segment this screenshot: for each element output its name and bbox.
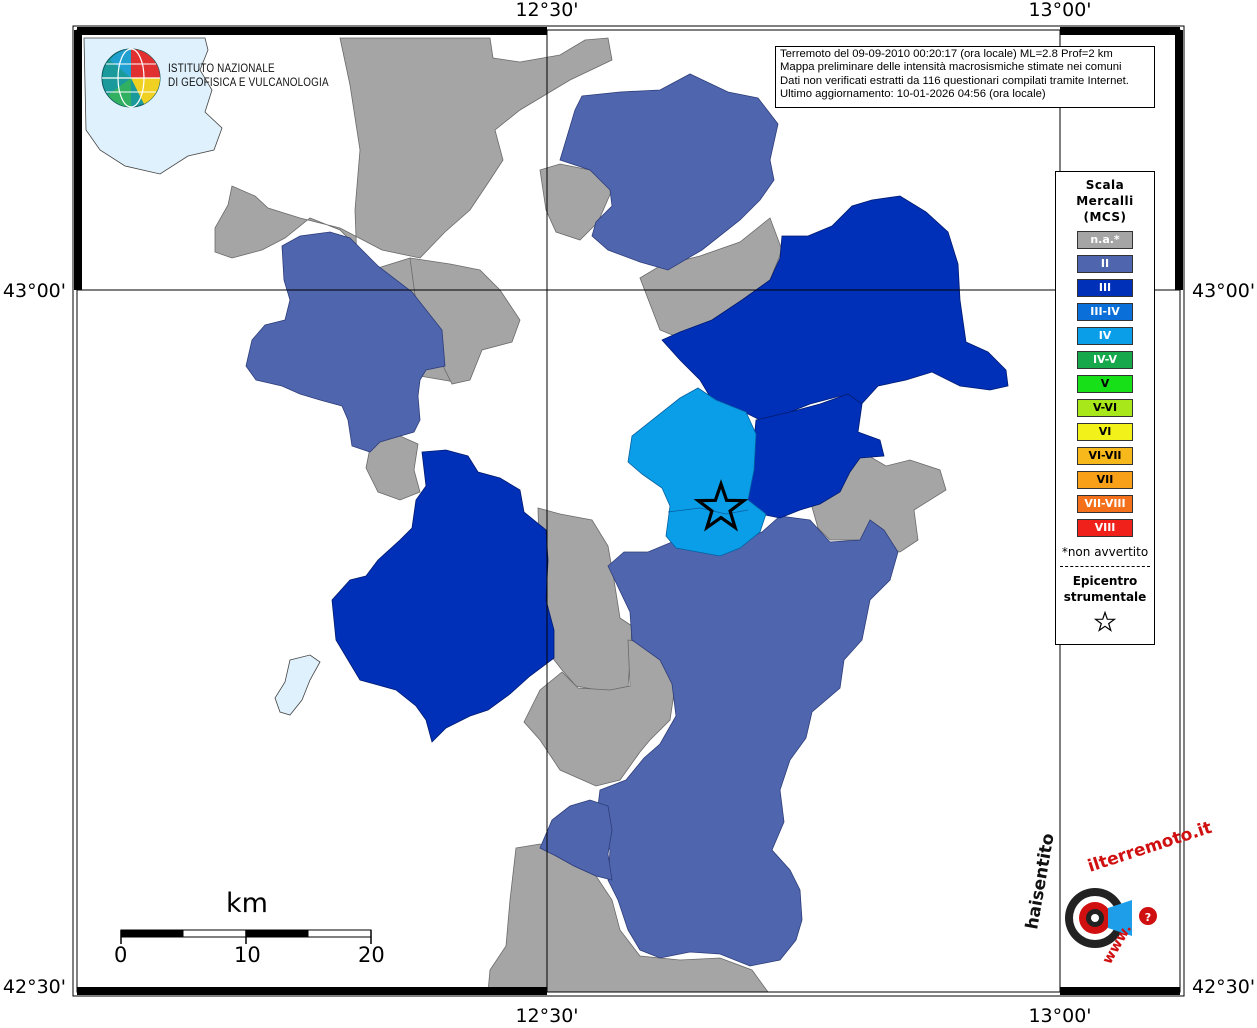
legend-epicenter-line1: Epicentro xyxy=(1072,574,1138,588)
left-latitude-label-top: 43°00' xyxy=(3,280,66,302)
left-latitude-label-bottom: 42°30' xyxy=(3,976,66,998)
scale-bar-unit: km xyxy=(226,888,268,919)
event-info-box: Terremoto del 09-09-2010 00:20:17 (ora l… xyxy=(775,46,1155,108)
bottom-longitude-label-right: 13°00' xyxy=(1028,1005,1091,1024)
intensity-legend: Scala Mercalli (MCS) n.a.* II III III-IV IV I… xyxy=(1055,171,1155,645)
bottom-longitude-label-left: 12°30' xyxy=(515,1005,578,1024)
legend-item: IV-V xyxy=(1077,351,1133,369)
legend-item: VII xyxy=(1077,471,1133,489)
municipalities-intensity-iii xyxy=(331,195,1009,743)
municipalities-intensity-ii xyxy=(245,73,899,967)
ingv-logo-line2: DI GEOFISICA E VULCANOLOGIA xyxy=(168,76,329,89)
scale-tick-20: 20 xyxy=(358,943,385,967)
legend-item: IV xyxy=(1077,327,1133,345)
scale-tick-10: 10 xyxy=(234,943,261,967)
scale-bar xyxy=(120,929,372,944)
top-longitude-label-left: 12°30' xyxy=(515,0,578,21)
top-longitude-label-right: 13°00' xyxy=(1028,0,1091,21)
legend-item: V xyxy=(1077,375,1133,393)
legend-epicenter-star-icon xyxy=(1056,610,1154,637)
right-latitude-label-bottom: 42°30' xyxy=(1192,976,1255,998)
legend-item: n.a.* xyxy=(1077,231,1133,249)
legend-item: VI xyxy=(1077,423,1133,441)
ingv-logo-text: ISTITUTO NAZIONALE DI GEOFISICA E VULCAN… xyxy=(168,63,329,90)
legend-item: V-VI xyxy=(1077,399,1133,417)
legend-note: *non avvertito xyxy=(1061,545,1149,559)
legend-title: Scala Mercalli (MCS) xyxy=(1056,177,1154,225)
right-latitude-label-top: 43°00' xyxy=(1192,280,1255,302)
question-mark-icon: ? xyxy=(1145,911,1151,924)
legend-item: III-IV xyxy=(1077,303,1133,321)
legend-title-line3: (MCS) xyxy=(1083,210,1127,224)
event-info-line2: Mappa preliminare delle intensità macros… xyxy=(780,61,1122,74)
event-info-line3: Dati non verificati estratti da 116 ques… xyxy=(780,74,1129,87)
legend-epicenter-line2: strumentale xyxy=(1063,590,1147,604)
legend-epicenter-label: Epicentro strumentale xyxy=(1056,573,1154,605)
legend-title-line2: Mercalli xyxy=(1076,194,1134,208)
legend-item: III xyxy=(1077,279,1133,297)
legend-item: VI-VII xyxy=(1077,447,1133,465)
legend-title-line1: Scala xyxy=(1085,178,1125,192)
ingv-logo-line1: ISTITUTO NAZIONALE xyxy=(168,63,275,75)
event-info-line1: Terremoto del 09-09-2010 00:20:17 (ora l… xyxy=(780,48,1113,60)
legend-items: n.a.* II III III-IV IV IV-V V V-VI VI VI-VII VII VI… xyxy=(1056,231,1154,537)
map-frame xyxy=(72,25,1185,997)
event-info-line4: Ultimo aggiornamento: 10-01-2026 04:56 (… xyxy=(780,87,1046,100)
legend-item: II xyxy=(1077,255,1133,273)
scale-tick-0: 0 xyxy=(114,943,128,967)
lake-area xyxy=(274,654,321,716)
legend-item: VIII xyxy=(1077,519,1133,537)
ingv-globe-logo xyxy=(101,48,161,108)
legend-item: VII-VIII xyxy=(1077,495,1133,513)
epicenter-star-icon xyxy=(693,479,749,532)
legend-divider xyxy=(1060,566,1150,567)
